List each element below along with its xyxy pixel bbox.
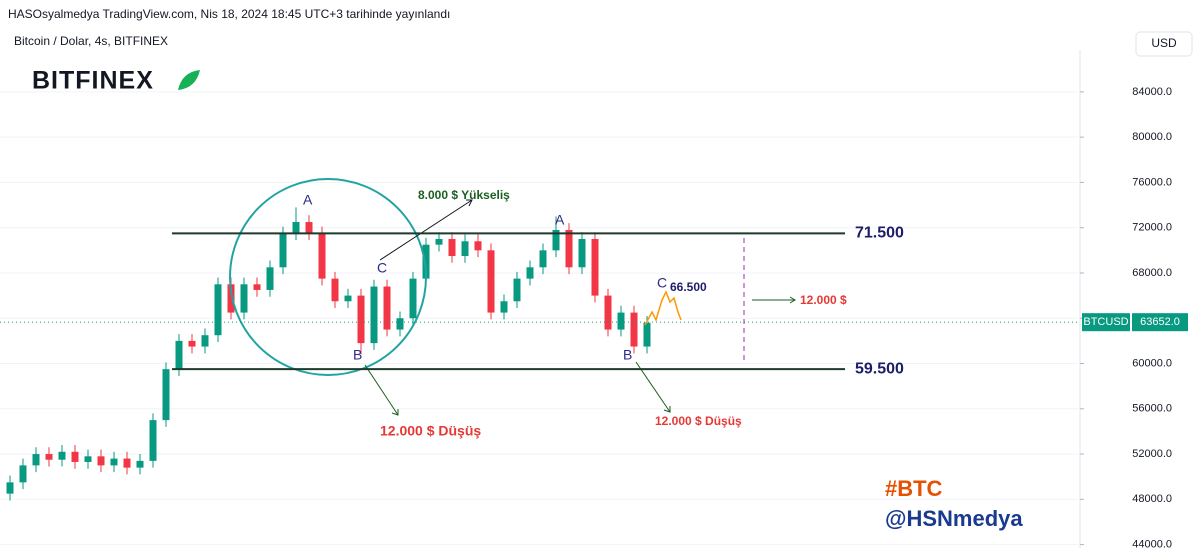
tag: @HSNmedya <box>885 506 1023 531</box>
candle-body <box>474 241 482 251</box>
candle-body <box>604 295 612 330</box>
candle-body <box>6 482 14 494</box>
symbol-label: BTCUSD <box>1083 316 1128 328</box>
candle-body <box>487 250 495 313</box>
candle-body <box>409 278 417 319</box>
y-tick-label: 52000.0 <box>1132 448 1172 460</box>
y-tick-label: 76000.0 <box>1132 176 1172 188</box>
candle-body <box>461 241 469 256</box>
candle-body <box>630 312 638 347</box>
candle-body <box>565 229 573 268</box>
annotation: 12.000 $ <box>800 293 847 307</box>
wave-label: C <box>377 260 387 276</box>
candle-body <box>201 335 209 347</box>
level-label: 71.500 <box>855 225 904 242</box>
y-tick-label: 68000.0 <box>1132 267 1172 279</box>
candle-body <box>58 451 66 460</box>
header: HASOsyalmedya TradingView.com, Nis 18, 2… <box>8 7 450 21</box>
currency-button[interactable] <box>1135 31 1193 57</box>
wave-label: B <box>353 347 362 363</box>
candle-body <box>331 278 339 302</box>
candle-body <box>370 286 378 344</box>
candle-body <box>149 420 157 461</box>
annotation: 12.000 $ Düşüş <box>655 414 742 428</box>
y-tick-label: 56000.0 <box>1132 403 1172 415</box>
candle-body <box>188 340 196 347</box>
candle-body <box>110 458 118 466</box>
candle-body <box>552 229 560 251</box>
wave-label: B <box>623 347 632 363</box>
candle-body <box>448 239 456 256</box>
candle-body <box>253 284 261 290</box>
candle-body <box>136 460 144 468</box>
annotation: 12.000 $ Düşüş <box>380 423 481 439</box>
candle-body <box>435 239 443 245</box>
candle-body <box>539 250 547 268</box>
candle-body <box>526 267 534 279</box>
candle-body <box>357 295 365 344</box>
candle-body <box>45 454 53 460</box>
candle-body <box>396 318 404 330</box>
candle-body <box>279 233 287 268</box>
y-tick-label: 80000.0 <box>1132 131 1172 143</box>
candle-body <box>383 286 391 330</box>
symbol: Bitcoin / Dolar, 4s, BITFINEX <box>14 34 168 48</box>
y-tick-label: 72000.0 <box>1132 222 1172 234</box>
y-tick-label: 60000.0 <box>1132 357 1172 369</box>
price-box <box>1132 313 1188 332</box>
annotation: 66.500 <box>670 280 707 294</box>
candle-body <box>513 278 521 302</box>
wave-label: C <box>657 275 667 291</box>
circle-drawing <box>229 178 427 376</box>
candles <box>6 207 651 501</box>
candle-body <box>422 244 430 279</box>
arrows <box>364 199 796 416</box>
candle-body <box>162 369 170 421</box>
candle-body <box>591 239 599 296</box>
currency[interactable]: USD <box>1151 36 1177 50</box>
candle-body <box>292 222 300 234</box>
candle-body <box>318 233 326 279</box>
candle-body <box>32 454 40 466</box>
candle-body <box>19 465 27 483</box>
y-tick-label: 48000.0 <box>1132 493 1172 505</box>
candle-body <box>578 239 586 268</box>
y-tick-label: 84000.0 <box>1132 86 1172 98</box>
candle-body <box>500 301 508 313</box>
y-tick-label: 44000.0 <box>1132 539 1172 548</box>
candle-body <box>214 284 222 336</box>
candle-body <box>97 456 105 466</box>
candle-body <box>617 312 625 330</box>
wave-label: A <box>303 192 313 208</box>
candle-body <box>123 458 131 468</box>
price-label: 63652.0 <box>1140 316 1180 328</box>
logo: BITFINEX <box>32 67 154 95</box>
logo-leaf <box>178 70 200 90</box>
candle-body <box>643 322 651 347</box>
candle-body <box>344 295 352 302</box>
symbol-box <box>1082 313 1130 332</box>
candle-body <box>266 267 274 290</box>
candle-body <box>175 340 183 370</box>
candle-body <box>227 284 235 313</box>
candle-body <box>84 456 92 462</box>
level-label: 59.500 <box>855 360 904 377</box>
tag: #BTC <box>885 476 943 501</box>
candle-body <box>305 222 313 234</box>
candle-body <box>240 284 248 313</box>
wave-label: A <box>555 212 565 228</box>
candle-body <box>71 451 79 462</box>
grid <box>0 91 1084 546</box>
annotation: 8.000 $ Yükseliş <box>418 188 510 202</box>
